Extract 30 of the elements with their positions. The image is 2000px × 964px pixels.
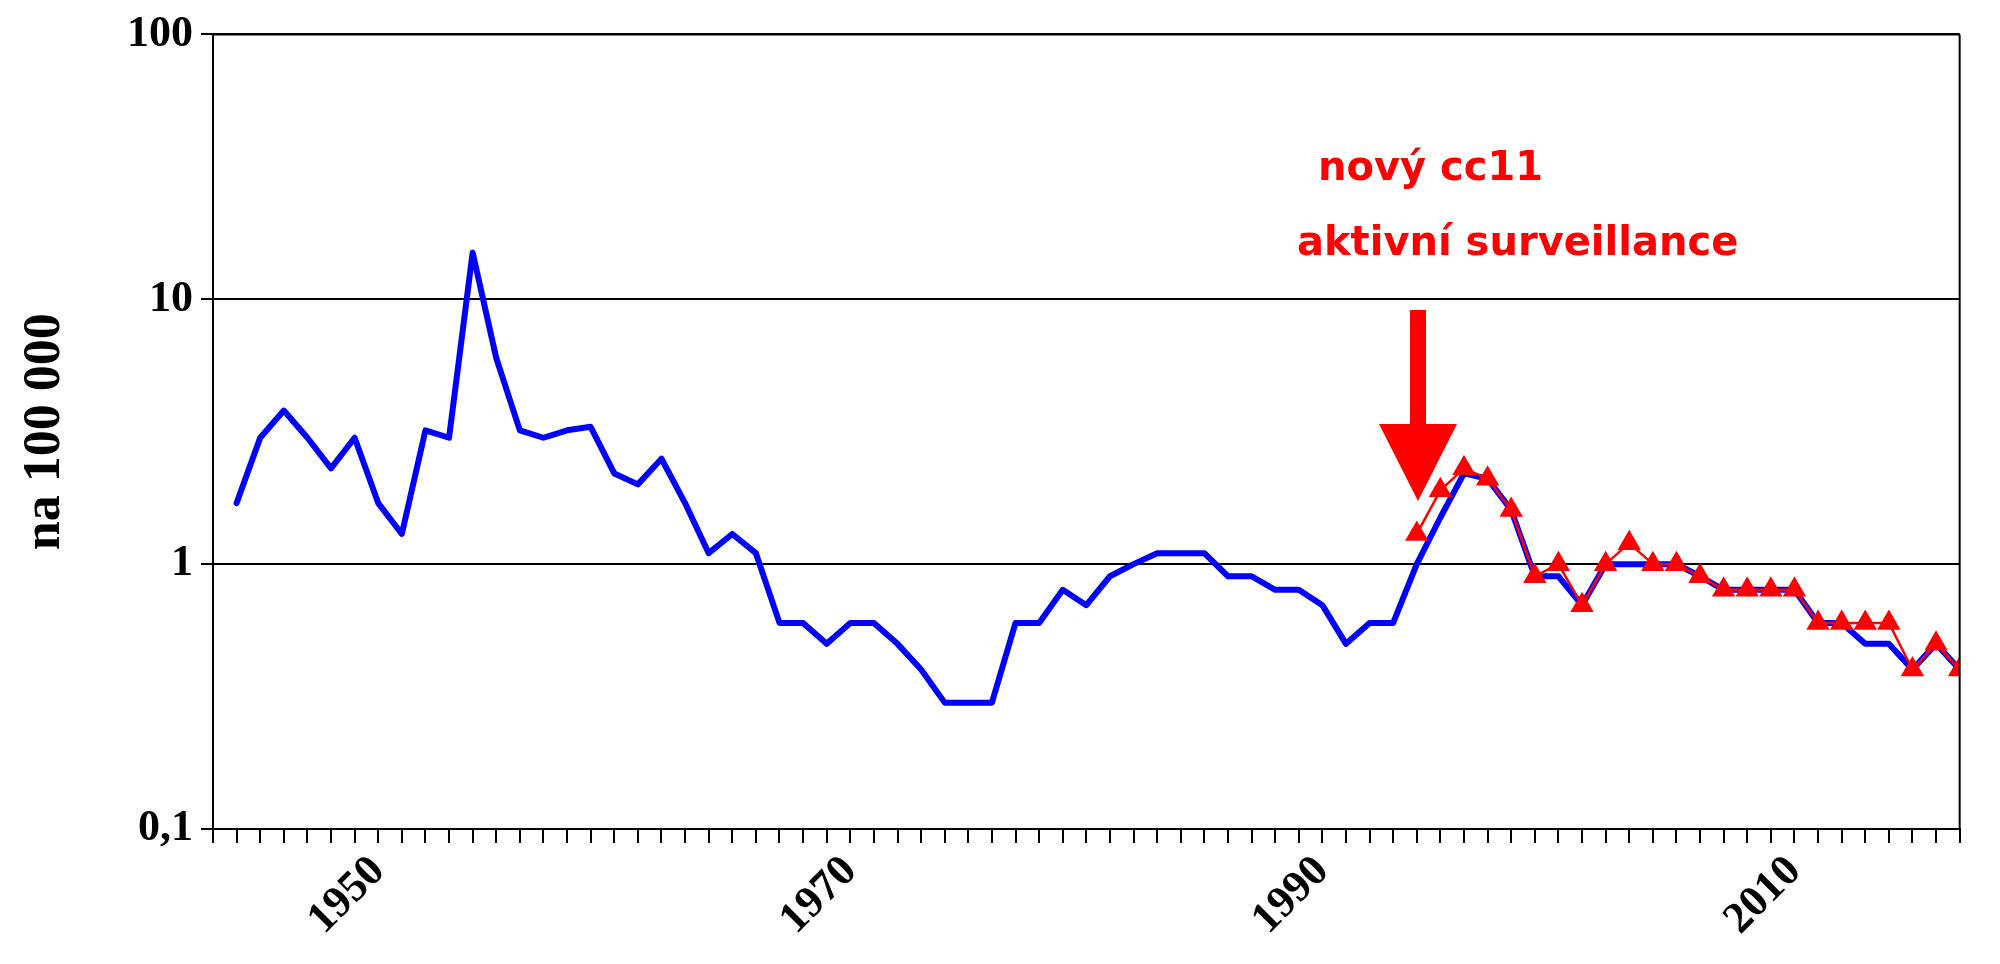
point	[1476, 466, 1499, 486]
point	[1854, 610, 1877, 630]
point	[1878, 610, 1900, 630]
point	[1665, 551, 1688, 571]
annotation: nový cc11	[1318, 143, 1544, 189]
point	[1712, 577, 1735, 597]
point	[1901, 657, 1924, 677]
y-tick-label: 0,1	[138, 801, 193, 851]
point	[1547, 551, 1570, 571]
point	[1830, 610, 1853, 630]
point	[1524, 564, 1546, 583]
y-axis-title: na 100 000	[12, 313, 70, 551]
point	[1736, 577, 1759, 597]
point	[1760, 577, 1782, 597]
y-tick-label: 100	[127, 6, 193, 56]
point	[1594, 551, 1617, 571]
point	[1500, 497, 1522, 517]
point	[1429, 478, 1452, 498]
point	[1406, 521, 1428, 541]
point	[1571, 592, 1593, 612]
point	[1689, 564, 1711, 583]
y-tick-label: 10	[149, 271, 193, 321]
point	[1453, 456, 1475, 476]
point	[1925, 631, 1947, 651]
point	[1807, 610, 1829, 630]
y-tick-label: 1	[171, 536, 193, 586]
annotation: aktivní surveillance	[1297, 218, 1739, 264]
point	[1783, 577, 1806, 597]
point	[1642, 551, 1664, 571]
point	[1618, 530, 1640, 550]
